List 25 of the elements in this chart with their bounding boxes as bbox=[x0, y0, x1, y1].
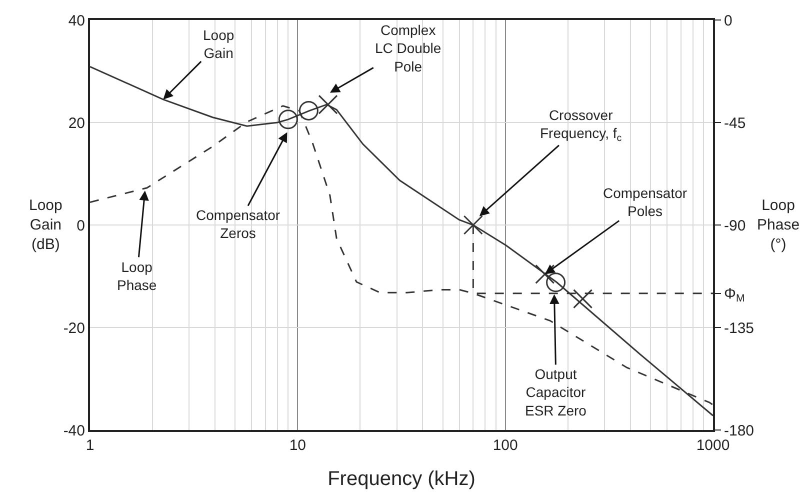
x-tick-label: 1000 bbox=[696, 437, 730, 454]
y-tick-label: -20 bbox=[63, 320, 85, 337]
y2-tick-label: -180 bbox=[724, 422, 754, 440]
y2-axis-title: Loop Phase (°) bbox=[757, 197, 800, 253]
annotation: Compensator Zeros bbox=[196, 207, 280, 242]
x-tick-label: 10 bbox=[289, 437, 306, 454]
y-tick-label: 20 bbox=[68, 114, 85, 132]
annotation: Crossover Frequency, f$_{c}$ bbox=[540, 107, 622, 144]
x-tick-label: 1 bbox=[86, 437, 94, 454]
annotation: Loop Gain bbox=[203, 27, 234, 62]
y2-tick-label: -135 bbox=[724, 320, 754, 337]
annotation: Loop Phase bbox=[117, 259, 157, 294]
y-tick-label: 40 bbox=[68, 12, 85, 30]
annotation: Output Capacitor ESR Zero bbox=[525, 366, 587, 418]
y2-tick-label: 0 bbox=[724, 12, 732, 30]
y-tick-label: -40 bbox=[63, 422, 85, 440]
annotation: Compensator Poles bbox=[603, 185, 688, 220]
y-axis-title: Loop Gain (dB) bbox=[29, 197, 62, 253]
x-tick-label: 100 bbox=[492, 437, 518, 454]
x-axis-title: Frequency (kHz) bbox=[328, 468, 476, 490]
y2-tick-label: Φ$_{M}$ bbox=[724, 286, 745, 305]
y-tick-label: 0 bbox=[76, 217, 85, 234]
annotation: Complex LC Double Pole bbox=[375, 22, 442, 74]
y2-tick-label: -45 bbox=[724, 114, 746, 132]
y2-tick-label: -90 bbox=[724, 217, 746, 234]
